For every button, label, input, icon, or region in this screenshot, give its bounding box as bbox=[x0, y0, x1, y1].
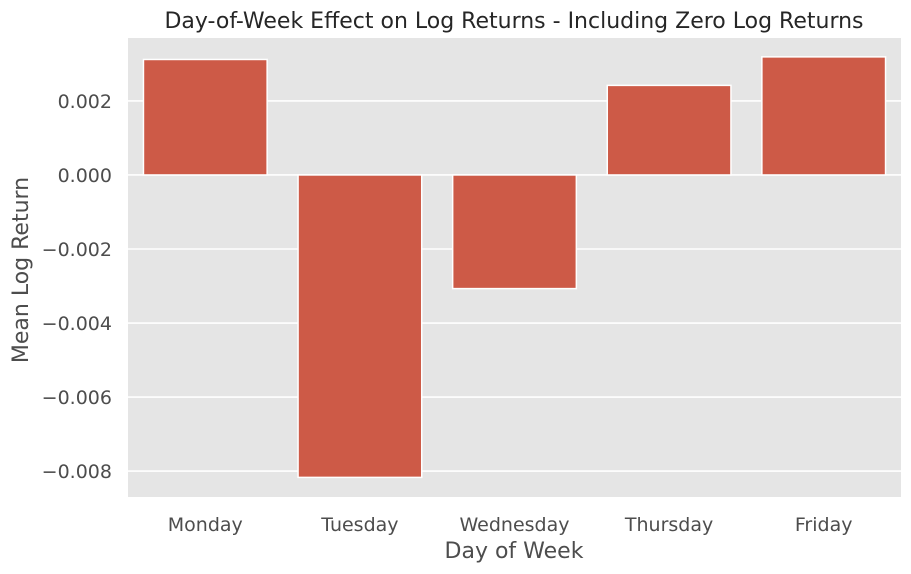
x-tick-label-friday: Friday bbox=[795, 514, 853, 536]
x-tick-label-thursday: Thursday bbox=[624, 514, 713, 536]
y-tick-label: −0.008 bbox=[42, 461, 112, 483]
x-tick-labels: Monday Tuesday Wednesday Thursday Friday bbox=[168, 514, 853, 536]
y-axis-label: Mean Log Return bbox=[9, 177, 34, 363]
bar-monday bbox=[142, 58, 268, 176]
x-tick-label-monday: Monday bbox=[168, 514, 243, 536]
bar-wednesday bbox=[451, 174, 578, 290]
x-tick-label-tuesday: Tuesday bbox=[320, 514, 398, 536]
bar-friday bbox=[761, 56, 887, 176]
y-tick-label: −0.004 bbox=[42, 313, 112, 335]
bar-thursday bbox=[606, 84, 732, 176]
x-axis-label: Day of Week bbox=[445, 539, 584, 564]
bar-tuesday bbox=[297, 174, 423, 479]
y-tick-label: −0.006 bbox=[42, 387, 112, 409]
y-tick-labels: 0.002 0.000 −0.002 −0.004 −0.006 −0.008 bbox=[42, 91, 112, 483]
chart-title: Day-of-Week Effect on Log Returns - Incl… bbox=[164, 9, 863, 34]
x-tick-label-wednesday: Wednesday bbox=[459, 514, 569, 536]
y-tick-label: 0.000 bbox=[58, 165, 112, 187]
y-tick-label: 0.002 bbox=[58, 91, 112, 113]
bars bbox=[142, 56, 887, 479]
y-tick-label: −0.002 bbox=[42, 239, 112, 261]
